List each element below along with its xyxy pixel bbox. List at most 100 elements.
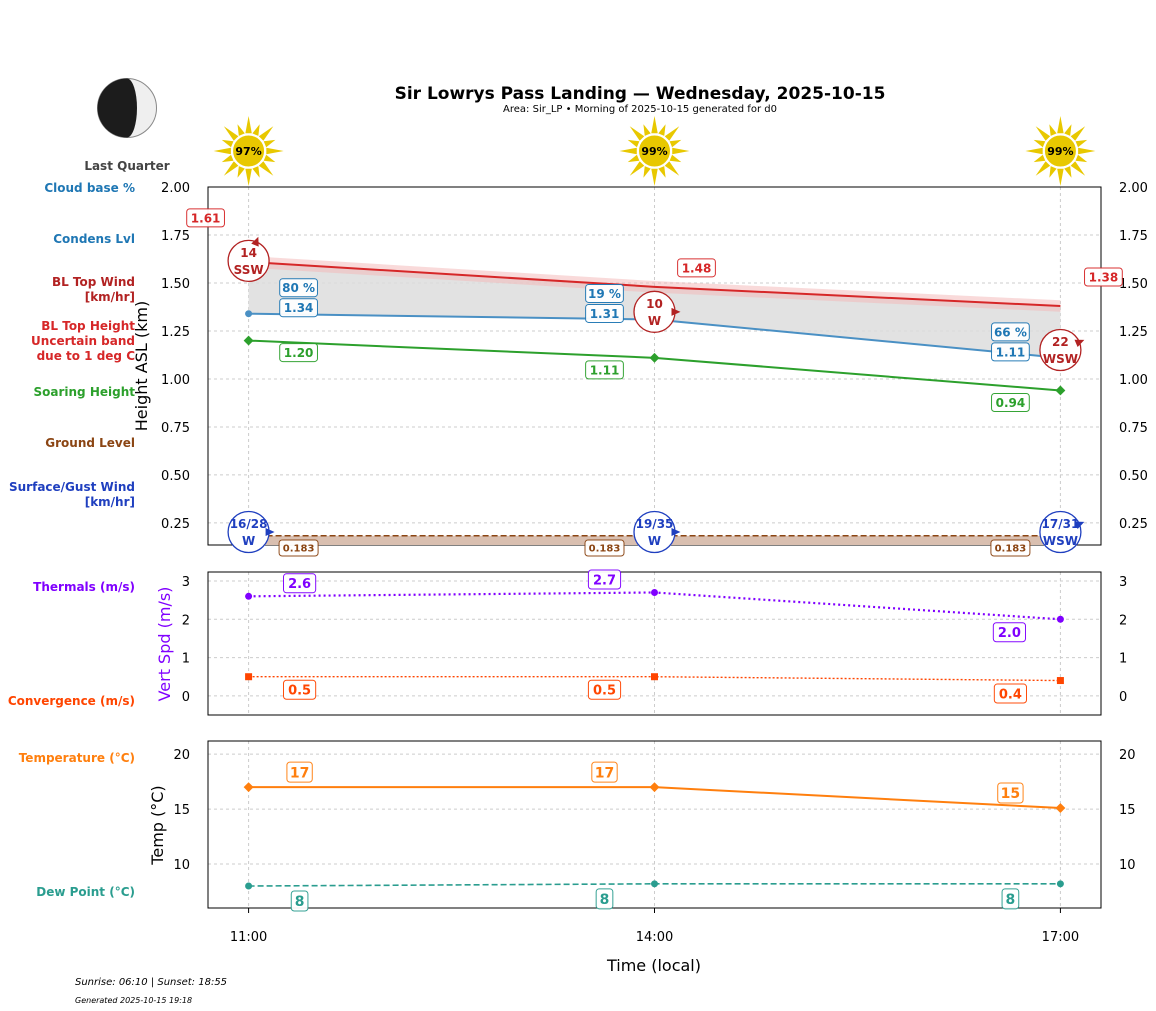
legend-label: Thermals (m/s) xyxy=(33,580,135,594)
surface-wind-circle xyxy=(1039,510,1082,554)
sun-disc xyxy=(1043,134,1077,168)
chart-subtitle: Area: Sir_LP • Morning of 2025-10-15 gen… xyxy=(503,104,777,115)
condens-label-box xyxy=(991,342,1030,362)
soaring-point xyxy=(1055,385,1066,396)
y-tick-label-left: 20 xyxy=(173,748,190,763)
convergence-label-box xyxy=(587,679,622,700)
surface-wind-speed: 16/28 xyxy=(230,517,268,531)
bl-top-label: 1.48 xyxy=(682,261,712,275)
sun-ray xyxy=(263,154,276,163)
legend-label: due to 1 deg C xyxy=(37,349,136,363)
sun-ray xyxy=(1057,168,1064,186)
thermals-label-box xyxy=(283,573,317,594)
bl-top-label-box xyxy=(1084,267,1123,287)
convergence-point xyxy=(651,673,658,681)
legend-label: Uncertain band xyxy=(31,334,135,348)
y-tick-label-right: 10 xyxy=(1119,858,1136,873)
temperature-label-box xyxy=(286,761,313,783)
sun-ray xyxy=(258,126,274,141)
y-tick-label-left: 0.25 xyxy=(161,517,190,532)
sun-ray xyxy=(1075,154,1088,163)
wind-direction-arrow-icon xyxy=(1074,339,1085,348)
sun-ray xyxy=(629,126,645,141)
sun-ray xyxy=(1025,147,1043,155)
generated-timestamp: Generated 2025-10-15 19:18 xyxy=(75,996,192,1005)
legend-label: [km/hr] xyxy=(85,495,135,509)
y-tick-label-left: 10 xyxy=(173,858,190,873)
sun-ray xyxy=(643,166,651,178)
sun-ray xyxy=(1033,154,1046,163)
y-axis-label: Height ASL (km) xyxy=(132,301,151,431)
sun-ray xyxy=(1078,147,1096,155)
bl-top-label: 1.38 xyxy=(1089,270,1119,284)
bl-top-wind-speed: 22 xyxy=(1052,335,1069,349)
sun-percent-label: 97% xyxy=(235,145,261,158)
convergence-label: 0.5 xyxy=(593,684,616,699)
y-tick-label-left: 1 xyxy=(182,652,190,667)
temperature-point xyxy=(243,782,254,793)
convergence-point xyxy=(245,673,253,681)
dew-point-point xyxy=(651,880,658,888)
dew-point-point xyxy=(1056,880,1064,888)
sun-ray xyxy=(619,147,637,155)
dew-point-label: 8 xyxy=(295,894,305,910)
legend-label: Dew Point (°C) xyxy=(36,885,135,899)
sun-disc xyxy=(232,134,266,168)
x-axis-label: Time (local) xyxy=(606,956,701,975)
temperature-label: 15 xyxy=(1001,786,1020,802)
surface-wind-speed: 17/31 xyxy=(1042,517,1080,531)
dew-point-label-box xyxy=(1001,888,1020,910)
sun-ray xyxy=(266,147,284,155)
surface-wind: 16/28 W xyxy=(227,510,275,554)
temperature-point xyxy=(649,782,660,793)
condens-label: 1.31 xyxy=(590,307,620,321)
y-tick-label-left: 1.75 xyxy=(161,229,190,244)
legend-label: Surface/Gust Wind xyxy=(9,480,135,494)
bl-top-wind: 22 WSW xyxy=(1039,328,1085,372)
sun-ray xyxy=(1070,126,1086,141)
bl-top-label-box xyxy=(677,258,716,278)
bl-top-wind: 10 W xyxy=(633,290,681,333)
soaring-label: 1.11 xyxy=(590,363,620,377)
dew-point-label-box xyxy=(290,890,309,912)
thermals-label: 2.6 xyxy=(288,577,311,592)
convergence-label-box xyxy=(283,679,317,700)
sun-ray xyxy=(669,154,682,163)
bl-top-wind-direction: WSW xyxy=(1043,352,1078,366)
bl-top-wind-circle xyxy=(1039,328,1082,372)
y-tick-label-right: 2 xyxy=(1119,613,1127,628)
sun-percent-label: 99% xyxy=(641,145,667,158)
sun-ray xyxy=(237,124,245,136)
y-tick-label-right: 0 xyxy=(1119,690,1127,705)
convergence-label-box xyxy=(993,683,1027,704)
y-tick-label-right: 0.75 xyxy=(1119,421,1148,436)
chart-title: Sir Lowrys Pass Landing — Wednesday, 202… xyxy=(395,84,886,104)
y-tick-label-left: 3 xyxy=(182,575,190,590)
sun-icon: 99% xyxy=(619,116,690,186)
y-tick-label-right: 1.25 xyxy=(1119,325,1148,340)
sun-ray xyxy=(213,147,231,155)
sun-ray xyxy=(1075,139,1088,148)
x-tick-label: 14:00 xyxy=(636,930,673,945)
sun-ray xyxy=(664,126,680,141)
convergence-label: 0.5 xyxy=(288,684,311,699)
thermals-point xyxy=(245,592,253,600)
surface-wind-speed: 19/35 xyxy=(636,517,674,531)
sun-ray xyxy=(223,161,239,176)
wind-direction-arrow-icon xyxy=(671,307,681,316)
ground-label: 0.183 xyxy=(589,544,621,555)
sun-ray xyxy=(629,161,645,176)
y-tick-label-left: 2 xyxy=(182,613,190,628)
sun-ray xyxy=(658,166,666,178)
soaring-point xyxy=(649,352,660,363)
sun-ray xyxy=(669,139,682,148)
soaring-label-box xyxy=(279,343,318,363)
y-tick-label-left: 0.50 xyxy=(161,469,190,484)
cloud-base-label: 66 % xyxy=(994,325,1027,339)
y-tick-label-left: 1.50 xyxy=(161,277,190,292)
legend-label: [km/hr] xyxy=(85,290,135,304)
sun-ray xyxy=(1049,166,1057,178)
surface-wind-direction: W xyxy=(648,534,661,548)
sun-ray xyxy=(1035,161,1051,176)
